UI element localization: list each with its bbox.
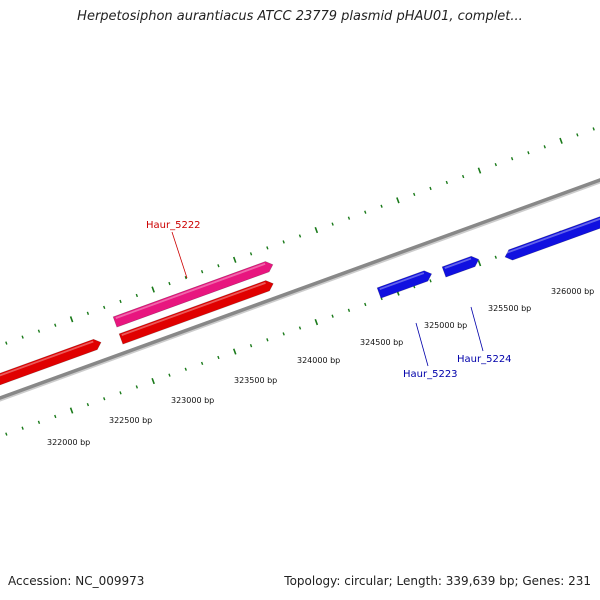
lower-minor-tick [364, 302, 367, 307]
lower-minor-tick [200, 361, 204, 366]
upper-minor-tick [119, 299, 122, 304]
map-title: Herpetosiphon aurantiacus ATCC 23779 pla… [77, 9, 523, 24]
gene-label[interactable]: Haur_5222 [146, 220, 201, 231]
lower-major-tick [151, 377, 155, 385]
gene-label-leader [415, 322, 429, 367]
upper-major-tick [151, 286, 155, 293]
upper-minor-tick [37, 329, 41, 333]
scale-tick-labels: 322000 bp 322500 bp 323000 bp 323500 bp 3240… [47, 287, 594, 447]
upper-minor-tick [364, 210, 367, 214]
accession-label: Accession: NC_009973 [8, 574, 145, 588]
upper-minor-tick [527, 151, 530, 155]
upper-major-tick [396, 197, 400, 204]
lower-minor-tick [298, 326, 302, 330]
upper-minor-tick [510, 157, 514, 161]
upper-minor-tick [217, 264, 220, 268]
scale-ticks-upper [5, 127, 595, 345]
lower-minor-tick [184, 367, 187, 371]
lower-minor-tick [331, 314, 334, 318]
upper-minor-tick [461, 174, 465, 179]
upper-major-tick [314, 226, 319, 234]
gene-label[interactable]: Haur_5223 [403, 369, 458, 380]
gene-label[interactable]: Haur_5224 [457, 354, 512, 365]
lower-minor-tick [429, 279, 432, 283]
lower-minor-tick [54, 414, 57, 419]
backbone-line [0, 178, 600, 400]
lower-major-tick [314, 319, 319, 326]
tick-label: 322000 bp [47, 438, 90, 447]
lower-minor-tick [282, 332, 285, 336]
scale-ticks-lower [5, 220, 595, 436]
upper-major-tick [559, 137, 563, 144]
upper-major-tick [69, 316, 74, 323]
upper-major-tick [477, 167, 482, 174]
upper-minor-tick [54, 323, 57, 327]
upper-major-tick [232, 256, 237, 263]
upper-minor-tick [168, 281, 171, 286]
gene-blue-3[interactable] [504, 214, 600, 261]
upper-minor-tick [347, 216, 351, 220]
tick-label: 322500 bp [109, 416, 152, 425]
lower-minor-tick [37, 420, 41, 424]
lower-minor-tick [266, 338, 269, 342]
lower-major-tick [69, 407, 74, 414]
gene-red-left[interactable] [0, 338, 102, 387]
lower-minor-tick [119, 391, 122, 395]
upper-minor-tick [135, 293, 139, 298]
upper-minor-tick [576, 133, 579, 137]
lower-minor-tick [5, 432, 8, 436]
upper-minor-tick [21, 335, 24, 339]
upper-minor-tick [282, 240, 285, 244]
lower-minor-tick [168, 373, 171, 377]
upper-minor-tick [249, 252, 253, 256]
upper-minor-tick [380, 204, 383, 208]
lower-major-tick [477, 260, 482, 267]
upper-minor-tick [5, 341, 8, 345]
tick-label: 323500 bp [234, 376, 277, 385]
plasmid-backbone [0, 178, 600, 402]
upper-minor-tick [103, 305, 106, 310]
tick-label: 323000 bp [171, 396, 214, 405]
gene-pink[interactable] [112, 261, 274, 328]
gene-label-leader [470, 306, 484, 352]
gene-blue-1[interactable] [376, 270, 433, 299]
upper-minor-tick [184, 275, 187, 280]
upper-minor-tick [592, 127, 595, 131]
tick-label: 324500 bp [360, 338, 403, 347]
gene-red-mid[interactable] [118, 280, 274, 345]
gene-label-leader [171, 231, 188, 279]
lower-major-tick [232, 348, 237, 355]
upper-minor-tick [200, 270, 204, 274]
lower-minor-tick [249, 344, 253, 348]
upper-minor-tick [266, 246, 269, 250]
gene-labels: Haur_5222 Haur_5223 Haur_5224 [146, 220, 512, 380]
upper-minor-tick [331, 222, 334, 226]
tick-label: 325500 bp [488, 304, 531, 313]
tick-label: 324000 bp [297, 356, 340, 365]
lower-minor-tick [103, 397, 106, 401]
upper-minor-tick [298, 234, 302, 238]
lower-minor-tick [135, 385, 139, 389]
upper-minor-tick [543, 145, 546, 149]
tick-label: 326000 bp [551, 287, 594, 296]
lower-minor-tick [86, 402, 90, 407]
lower-minor-tick [494, 255, 497, 259]
lower-minor-tick [217, 355, 220, 360]
upper-minor-tick [494, 162, 497, 167]
upper-minor-tick [445, 180, 449, 185]
tick-label: 325000 bp [424, 321, 467, 330]
lower-minor-tick [347, 308, 351, 312]
gene-blue-2[interactable] [441, 255, 480, 278]
upper-minor-tick [429, 186, 432, 191]
upper-minor-tick [413, 192, 416, 197]
gene-features [0, 214, 600, 387]
lower-minor-tick [21, 426, 24, 430]
upper-minor-tick [86, 311, 90, 315]
genome-stats: Topology: circular; Length: 339,639 bp; … [284, 574, 591, 588]
